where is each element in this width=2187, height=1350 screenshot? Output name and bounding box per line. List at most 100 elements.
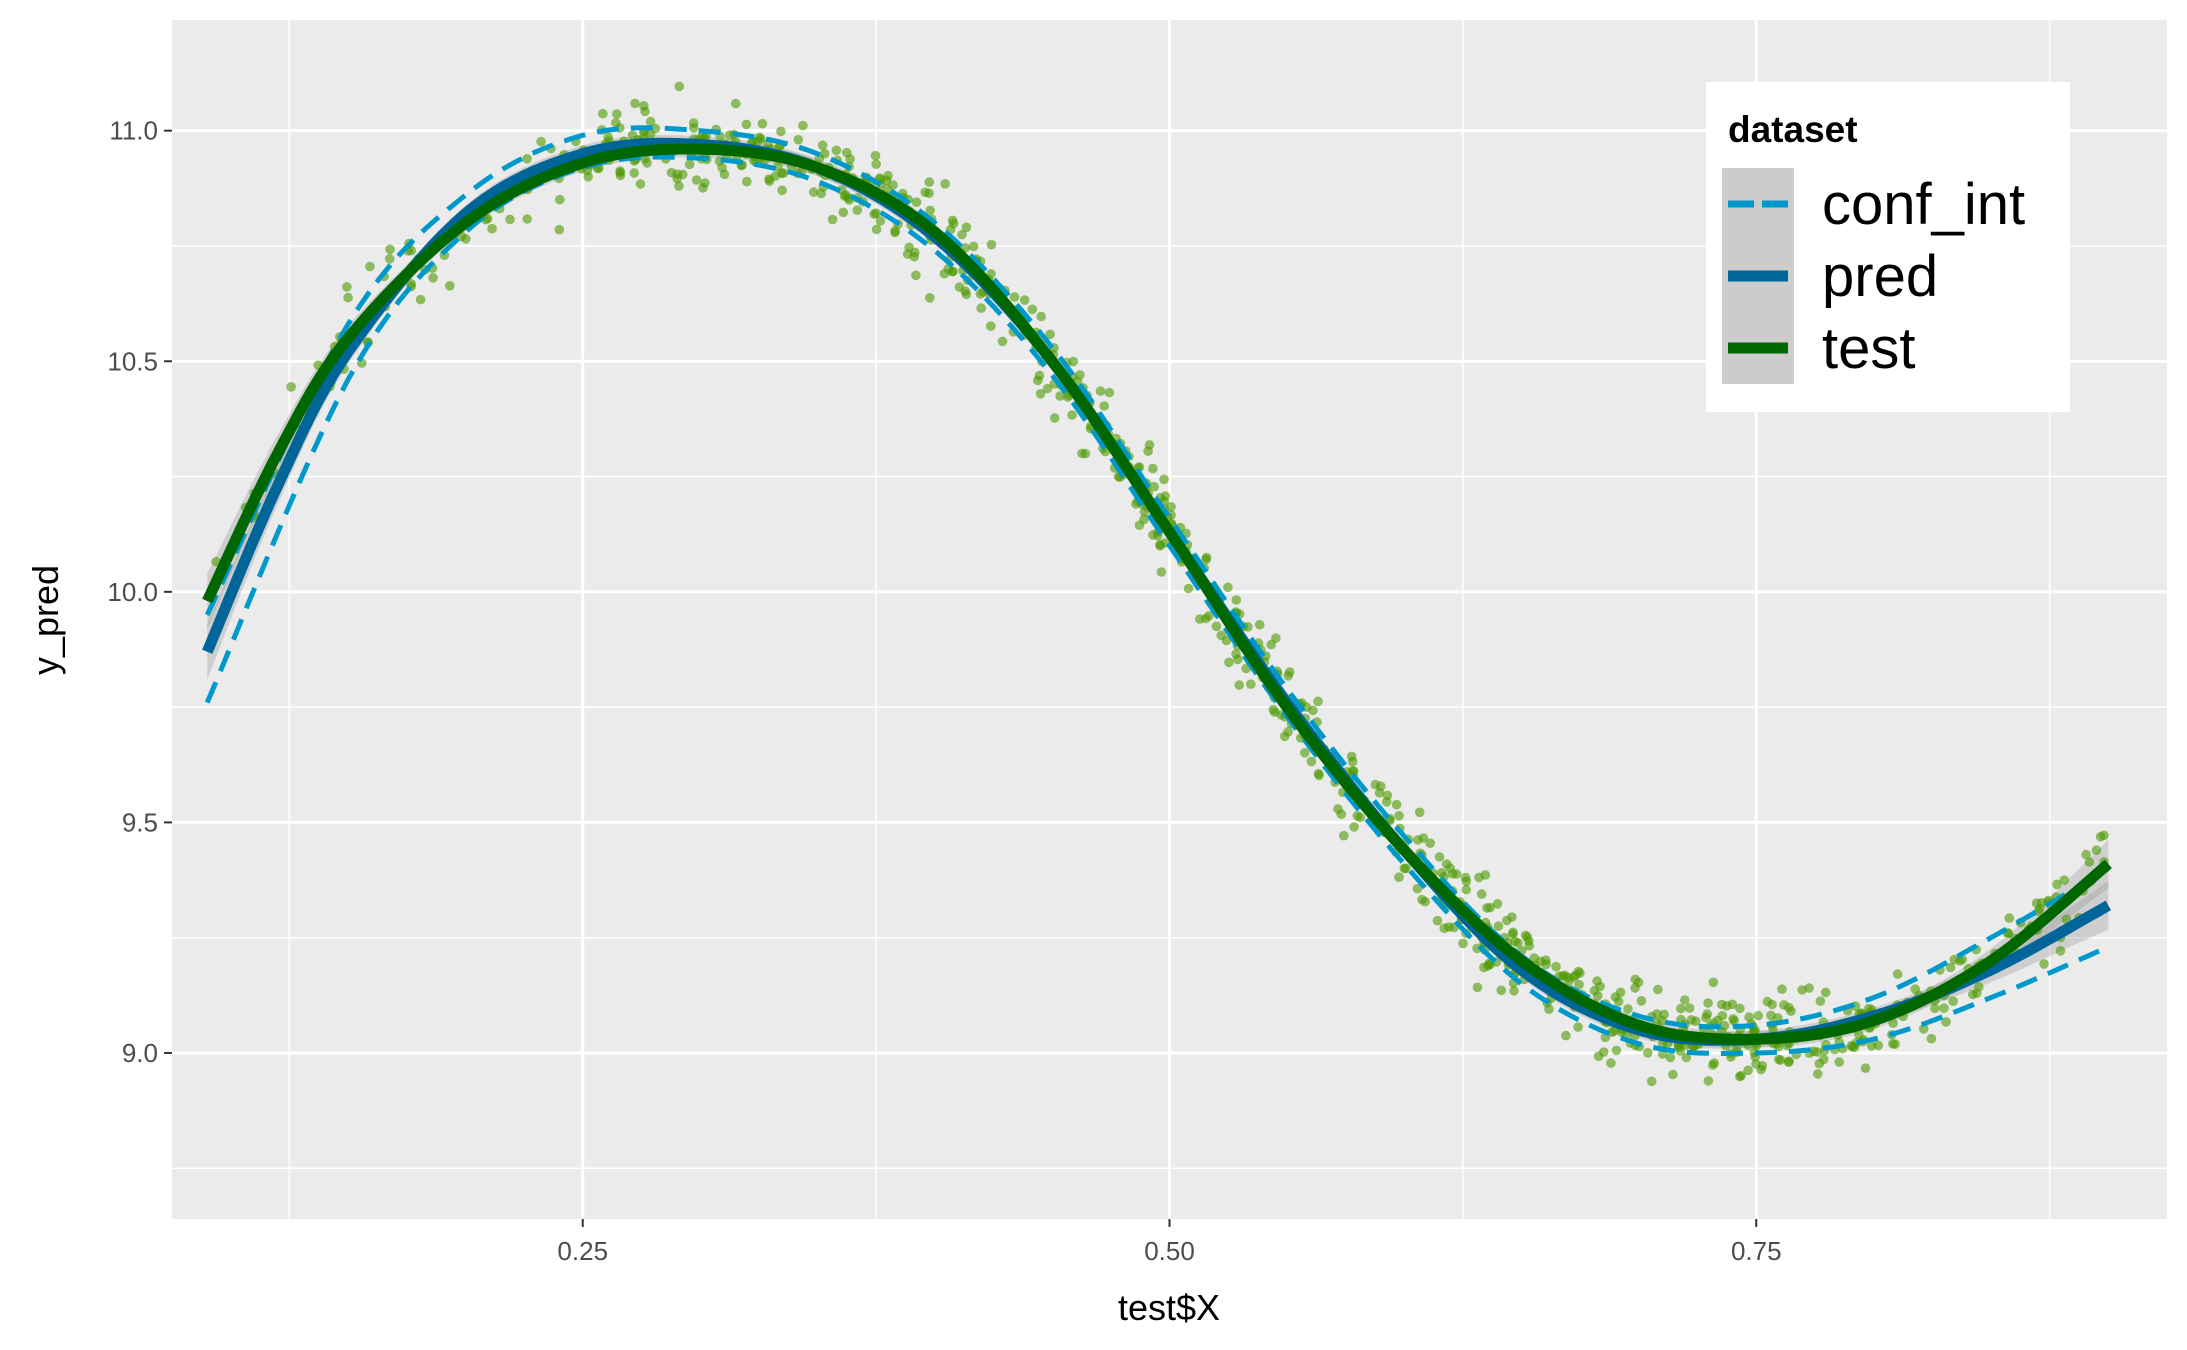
test-point [924, 177, 935, 187]
y-tick-label: 9.5 [122, 807, 158, 837]
test-point [1246, 679, 1256, 689]
test-point [1352, 811, 1363, 821]
test-point [1573, 1022, 1583, 1032]
test-point [1496, 985, 1507, 996]
test-point [1939, 1003, 1949, 1013]
test-point [1708, 977, 1719, 988]
test-point [1846, 1040, 1857, 1051]
test-point [674, 181, 684, 191]
test-point [869, 209, 879, 219]
test-point [2095, 832, 2106, 842]
test-point [1425, 838, 1435, 848]
test-point [2061, 914, 2072, 925]
test-point [1412, 883, 1423, 894]
test-point [1551, 961, 1561, 972]
test-point [1813, 1069, 1823, 1079]
test-point [1541, 959, 1551, 970]
test-point [1522, 932, 1533, 942]
test-point [741, 119, 752, 130]
test-point [1284, 667, 1295, 677]
test-point [1183, 583, 1194, 594]
test-point [1200, 613, 1211, 624]
test-point [1784, 1002, 1794, 1013]
x-tick-label: 0.25 [557, 1236, 608, 1266]
test-point [1068, 356, 1079, 367]
x-tick-label: 0.75 [1731, 1236, 1782, 1266]
test-point [793, 134, 804, 145]
test-point [1461, 884, 1472, 895]
test-point [365, 261, 375, 272]
test-point [286, 382, 296, 392]
test-point [753, 136, 763, 146]
test-point [1149, 481, 1159, 492]
test-point [1544, 1004, 1554, 1014]
test-point [960, 286, 971, 297]
test-point [1892, 969, 1903, 979]
test-point [1134, 520, 1145, 530]
y-tick-label: 9.0 [122, 1038, 158, 1068]
test-point [1492, 899, 1503, 909]
test-point [1027, 304, 1038, 315]
test-point [1948, 996, 1958, 1006]
test-point [1418, 833, 1429, 843]
test-point [1156, 567, 1167, 577]
test-point [1339, 830, 1349, 841]
test-point [1336, 809, 1347, 819]
grid-major [172, 20, 2167, 1219]
test-point [698, 183, 708, 193]
test-point [1306, 756, 1317, 767]
test-point [1391, 799, 1402, 810]
test-point [1941, 1017, 1951, 1027]
test-point [1508, 927, 1518, 938]
test-point [1483, 961, 1493, 971]
test-point [1815, 996, 1826, 1006]
test-point [730, 98, 741, 109]
y-tick-label: 11.0 [109, 116, 158, 146]
test-point [976, 303, 986, 314]
test-point [742, 176, 752, 187]
test-point [1042, 383, 1053, 394]
test-point [1834, 1057, 1844, 1067]
test-point [487, 223, 497, 234]
test-point [611, 118, 621, 128]
test-point [1918, 1024, 1929, 1034]
test-point [583, 172, 593, 182]
test-point [1972, 988, 1982, 998]
test-point [1347, 766, 1358, 776]
test-point [342, 282, 352, 292]
test-point [1480, 870, 1491, 880]
test-point [650, 123, 661, 134]
test-point [1234, 680, 1244, 690]
test-point [1104, 387, 1115, 398]
test-point [1067, 410, 1077, 420]
test-point [2031, 898, 2042, 908]
test-point [1441, 859, 1452, 869]
test-line [202, 143, 2112, 1045]
test-point [1159, 474, 1169, 485]
test-point [415, 294, 426, 305]
test-point [1729, 1016, 1739, 1026]
test-point [911, 197, 922, 207]
test-point [2052, 879, 2062, 890]
test-point [1561, 1030, 1571, 1041]
test-point [1680, 995, 1690, 1005]
test-point [1573, 966, 1584, 977]
test-point [1684, 1003, 1695, 1013]
test-point [1589, 985, 1600, 996]
test-point [1818, 1054, 1829, 1065]
test-point [1279, 731, 1290, 742]
test-point [871, 159, 881, 169]
test-point [1434, 852, 1445, 862]
test-point [904, 242, 914, 253]
test-point [1735, 1003, 1745, 1014]
test-point [691, 175, 702, 185]
test-point [1224, 657, 1234, 668]
test-point [674, 81, 684, 92]
test-point [1524, 941, 1534, 951]
test-point [1349, 822, 1359, 832]
test-point [1417, 894, 1427, 905]
test-point [2055, 946, 2066, 956]
test-point [1513, 938, 1523, 948]
test-point [2081, 849, 2091, 860]
